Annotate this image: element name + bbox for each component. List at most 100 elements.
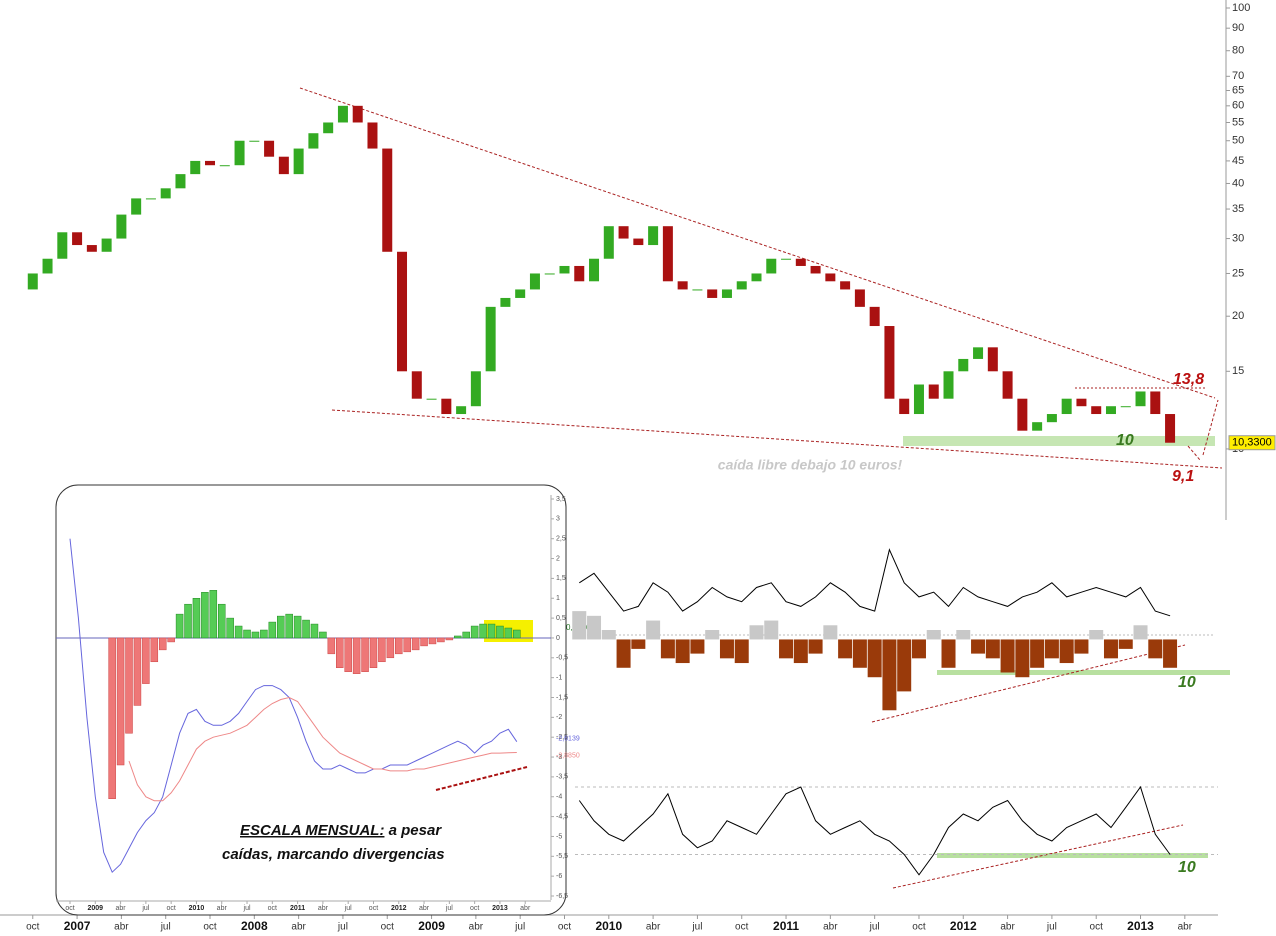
candle [544, 273, 555, 275]
x-tick-label: 2013 [1127, 919, 1154, 933]
candle [973, 347, 984, 359]
x-tick-label: abr [520, 905, 531, 912]
x-tick-label: oct [381, 922, 395, 933]
y-tick-label: -3 [556, 754, 562, 761]
x-tick-label: oct [369, 905, 378, 912]
histogram-bar [1089, 630, 1104, 640]
histogram-bar [116, 637, 125, 766]
candle [943, 371, 954, 399]
candle [840, 281, 851, 290]
histogram-bar [911, 639, 926, 659]
histogram-bar [395, 637, 403, 655]
histogram-bar [277, 615, 285, 639]
histogram-bar [386, 637, 395, 659]
divergence-line [435, 766, 528, 791]
y-tick-label: 70 [1232, 70, 1244, 82]
x-tick-label: abr [1178, 922, 1193, 933]
histogram-bar [587, 615, 602, 640]
histogram-bar [310, 623, 319, 639]
x-tick-label: 2013 [492, 905, 508, 912]
candle [441, 398, 452, 415]
candle [175, 174, 186, 189]
candle [1165, 414, 1176, 443]
x-tick-label: abr [217, 905, 228, 912]
x-tick-label: jul [869, 922, 880, 933]
histogram-bar [133, 637, 142, 706]
x-tick-label: 2008 [241, 919, 268, 933]
histogram-bar [675, 639, 690, 664]
x-tick-label: oct [1090, 922, 1104, 933]
histogram-bar [1000, 639, 1015, 673]
projection-arrows [1187, 399, 1219, 461]
y-tick-label: -6 [556, 873, 562, 880]
x-tick-label: abr [419, 905, 430, 912]
candle [1002, 371, 1013, 399]
x-tick-label: abr [114, 922, 129, 933]
y-tick-label: -2 [556, 714, 562, 721]
histogram-bar [125, 637, 133, 734]
annotation: 10 [1116, 432, 1134, 449]
histogram-bar [285, 613, 293, 639]
histogram-bar [1044, 639, 1059, 659]
histogram-bar [142, 637, 150, 684]
y-tick-label: 80 [1232, 45, 1244, 57]
histogram-bar [705, 630, 720, 640]
histogram-bar [184, 603, 192, 639]
histogram-bar [496, 625, 504, 639]
y-tick-label: 35 [1232, 203, 1244, 215]
histogram-bar [513, 629, 521, 639]
histogram-bar [201, 592, 209, 639]
candle [810, 265, 821, 274]
candle [86, 245, 97, 252]
x-tick-label: jul [141, 905, 149, 912]
x-tick-label: oct [268, 905, 277, 912]
candle [131, 198, 142, 215]
histogram-bar [234, 625, 243, 639]
histogram-bar [941, 639, 956, 668]
x-tick-label: abr [646, 922, 661, 933]
candle [559, 265, 570, 274]
y-tick-label: 0 [556, 635, 560, 642]
candle [529, 273, 540, 290]
histogram-bar [719, 639, 734, 659]
histogram-bar [504, 627, 513, 639]
inset-note: ESCALA MENSUAL: a pesar [240, 822, 442, 839]
indicator-panel: 0,2716 10 [566, 548, 1230, 723]
y-tick-label: 3,5 [556, 496, 566, 503]
price-tag: 10,3300 [1232, 437, 1272, 449]
histogram-bar [411, 637, 420, 651]
histogram-bar [926, 630, 941, 640]
x-tick-label: abr [116, 905, 127, 912]
candle [101, 238, 112, 252]
histogram-bar [344, 637, 352, 672]
candle [707, 289, 718, 298]
support-band [903, 436, 1215, 446]
y-tick-label: 0,5 [556, 615, 566, 622]
trendline [871, 644, 1186, 723]
candle [27, 273, 38, 290]
histogram-bar [808, 639, 823, 654]
histogram-bar [302, 619, 310, 639]
y-tick-label: 2 [556, 555, 560, 562]
x-tick-label: jul [1046, 922, 1057, 933]
histogram-bar [319, 631, 327, 639]
candle [795, 258, 806, 266]
candle [1105, 406, 1116, 415]
candle [721, 289, 732, 298]
histogram-bar [470, 625, 479, 639]
candle [323, 122, 334, 134]
histogram-bar [793, 639, 808, 664]
histogram-bar [616, 639, 631, 668]
x-tick-label: jul [344, 905, 352, 912]
candle [662, 226, 673, 282]
candle [190, 160, 201, 175]
histogram-bar [479, 623, 487, 639]
candle [928, 384, 939, 399]
candle [648, 226, 659, 246]
trendline [892, 824, 1184, 889]
candle [308, 133, 319, 149]
histogram-bar [823, 625, 838, 640]
end-label: -2,8850 [556, 752, 580, 759]
histogram-bar [158, 637, 167, 651]
candle [116, 214, 127, 239]
